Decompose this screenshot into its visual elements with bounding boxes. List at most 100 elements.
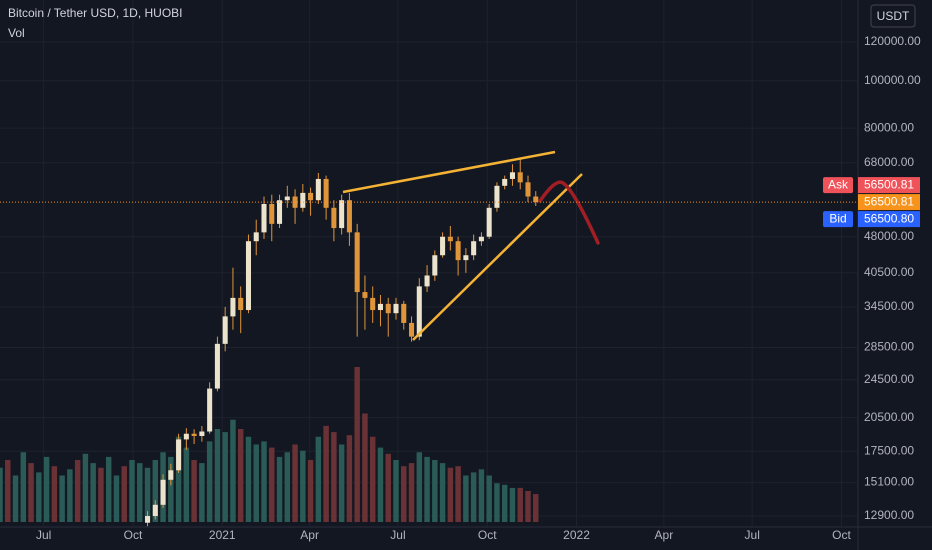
axes: 12900.00 15100.00 17500.00 20500.00 24500.00… — [36, 34, 921, 542]
volume-bar — [307, 460, 314, 522]
trend-line[interactable] — [412, 173, 583, 341]
y-tick-label: 24500.00 — [864, 372, 914, 386]
volume-bar — [385, 453, 391, 522]
candle-body — [207, 388, 213, 432]
volume-bar — [28, 463, 34, 522]
candle-body — [315, 178, 321, 201]
candle-body — [245, 241, 251, 311]
candle-body — [176, 439, 182, 471]
grid — [0, 0, 858, 527]
volume-bar — [269, 447, 275, 522]
volume-bar — [408, 463, 415, 522]
y-tick-label: 12900.00 — [864, 508, 914, 522]
volume-bar — [432, 460, 438, 522]
volume-bar — [5, 460, 11, 522]
drawings — [342, 150, 600, 341]
candle-body — [230, 297, 236, 317]
currency-button[interactable] — [870, 4, 916, 28]
candle-body — [409, 322, 415, 337]
candle-body — [377, 303, 383, 311]
volume-bar — [470, 472, 477, 522]
x-tick-label: Oct — [124, 528, 143, 542]
currency-label[interactable]: USDT — [877, 9, 910, 23]
volume-bar — [237, 429, 244, 522]
volume-bar — [401, 466, 407, 522]
volume-bar — [292, 444, 298, 522]
candle-body — [191, 433, 197, 436]
volume-bar — [424, 456, 430, 522]
candle-body — [145, 516, 151, 523]
candles — [145, 159, 539, 527]
candle-body — [238, 297, 244, 311]
candle-body — [160, 479, 166, 505]
volume-bar — [168, 456, 174, 522]
volume-bar — [284, 452, 291, 522]
volume-bar — [206, 441, 213, 522]
candle-body — [525, 182, 531, 197]
y-tick-label: 100000.00 — [864, 73, 921, 87]
volume-bar — [137, 463, 143, 522]
volume-bar — [36, 472, 42, 522]
bid-box — [858, 211, 920, 228]
x-tick-label: Jul — [745, 528, 760, 542]
projection-curve[interactable] — [538, 180, 600, 245]
y-tick-label: 68000.00 — [864, 155, 914, 169]
x-tick-label: Jul — [390, 528, 405, 542]
y-tick-label: 28500.00 — [864, 340, 914, 354]
y-tick-label: 15100.00 — [864, 475, 914, 489]
volume-bar — [0, 467, 3, 522]
volume-bar — [338, 444, 345, 522]
candle-body — [385, 303, 391, 314]
trend-line[interactable] — [342, 150, 556, 194]
volume-bar — [478, 469, 485, 522]
volume-bar — [59, 475, 65, 522]
volume-bar — [416, 452, 423, 522]
volume-bar — [74, 460, 81, 522]
candle-body — [168, 470, 174, 480]
volume-bar — [276, 456, 283, 522]
candle-body — [517, 172, 523, 183]
chart-title: Bitcoin / Tether USD, 1D, HUOBI — [8, 6, 183, 20]
volume-bar — [323, 425, 329, 522]
volume-bar — [98, 467, 104, 522]
ask-tag — [823, 177, 853, 194]
candle-body — [478, 236, 484, 242]
volume-bar — [245, 436, 252, 522]
candle-body — [152, 504, 158, 517]
volume-bar — [447, 467, 454, 522]
last-price-box — [858, 194, 920, 211]
candle-body — [455, 241, 461, 261]
volume-bar — [300, 450, 306, 522]
candle-body — [308, 192, 314, 201]
candle-body — [362, 292, 368, 298]
candle-body — [447, 236, 453, 242]
candle-body — [323, 178, 329, 208]
candle-body — [370, 297, 376, 311]
candle-body — [331, 207, 337, 229]
candle-body — [339, 200, 345, 229]
candle-body — [292, 196, 298, 208]
volume-bar — [439, 463, 446, 522]
x-tick-label: 2021 — [209, 528, 236, 542]
volume-bar — [51, 466, 58, 522]
candle-body — [284, 196, 290, 201]
volume-bar — [315, 436, 322, 522]
candle-body — [463, 255, 469, 261]
ask-box — [858, 177, 920, 194]
volume-bar — [346, 435, 353, 522]
volume-bar — [369, 436, 376, 522]
y-tick-label: 48000.00 — [864, 229, 914, 243]
volume-bar — [105, 456, 112, 522]
volume-bar — [393, 460, 399, 522]
volume-bar — [501, 484, 508, 522]
x-tick-label: Apr — [300, 528, 319, 542]
x-tick-label: Apr — [655, 528, 674, 542]
volume-bar — [12, 475, 19, 522]
volume-bar — [214, 429, 221, 522]
candle-body — [346, 200, 352, 233]
last-price: 56500.81 — [864, 194, 914, 208]
volume-bar — [191, 460, 197, 522]
volume-bar — [129, 460, 135, 522]
bid-tag — [823, 211, 853, 228]
